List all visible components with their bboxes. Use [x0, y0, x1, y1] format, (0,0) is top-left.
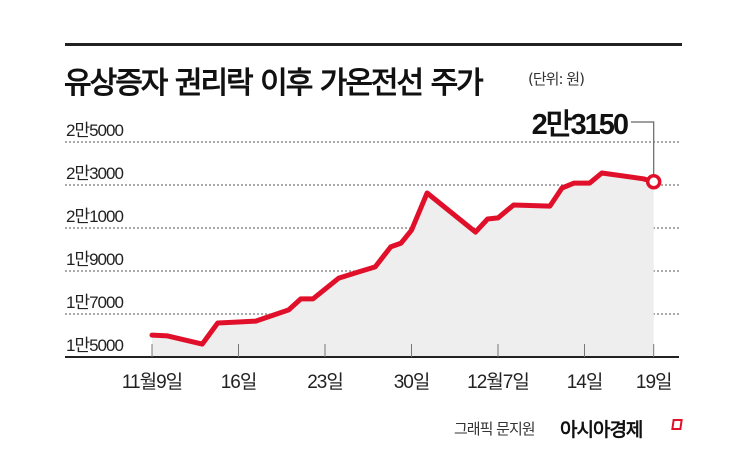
x-tick-label: 30일: [394, 371, 430, 393]
callout-leader-line: [631, 121, 655, 175]
x-tick-label: 19일: [636, 371, 672, 393]
brand-mark-icon: [671, 419, 683, 430]
last-price-callout: 2만3150: [532, 108, 628, 141]
y-tick-label: 2만1000: [66, 207, 123, 226]
top-rule: [65, 43, 682, 46]
y-tick-label: 1만7000: [66, 293, 123, 312]
y-tick-label: 2만3000: [66, 164, 123, 183]
chart-title: 유상증자 권리락 이후 가온전선 주가: [64, 66, 484, 101]
x-tick-label: 16일: [221, 371, 257, 393]
x-axis-labels: 11월9일 16일 23일 30일 12월7일 14일 19일: [122, 371, 673, 393]
last-price-marker: [645, 174, 662, 190]
y-axis-labels: 2만5000 2만3000 2만1000 1만9000 1만7000 1만5000: [66, 121, 124, 355]
y-tick-label: 1만9000: [66, 250, 123, 269]
price-line: [149, 170, 657, 347]
unit-label: (단위: 원): [528, 70, 585, 88]
x-tick-label: 11월9일: [122, 371, 182, 393]
price-area-fill: [152, 173, 654, 357]
graphic-credit: 그래픽 문지원: [454, 420, 536, 438]
y-tick-label: 1만5000: [66, 336, 123, 355]
x-axis-ticks: [151, 344, 655, 357]
y-tick-label: 2만5000: [66, 121, 123, 140]
brand-logo-text: 아시아경제: [560, 419, 643, 441]
x-tick-label: 23일: [307, 371, 343, 393]
x-tick-label: 12월7일: [467, 371, 529, 393]
x-tick-label: 14일: [567, 371, 603, 393]
